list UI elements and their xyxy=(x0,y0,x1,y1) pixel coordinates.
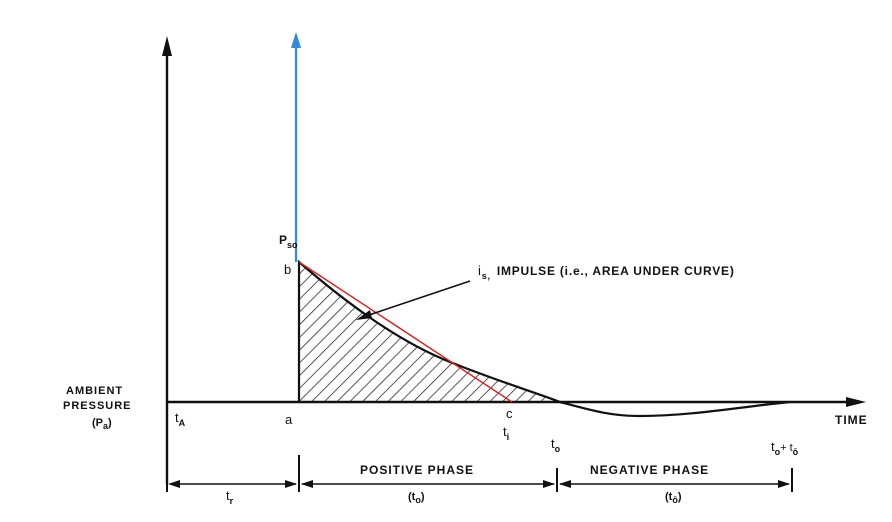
pressure-curve xyxy=(297,259,791,418)
t-r-main: t xyxy=(226,488,230,503)
label-t-i: ti xyxy=(503,424,509,442)
pressure-axis-arrowhead xyxy=(162,36,172,56)
to-plus-sub: o xyxy=(775,447,781,457)
rise-time-arrow-right xyxy=(285,480,297,488)
label-point-c: c xyxy=(506,406,513,421)
positive-phase-arrow-right xyxy=(543,480,555,488)
ambient-pa-close: ) xyxy=(108,417,112,429)
label-point-a: a xyxy=(285,412,293,427)
t-r-sub: r xyxy=(230,496,234,506)
impulse-text: IMPULSE (i.e., AREA UNDER CURVE) xyxy=(497,264,735,278)
t-i-main: t xyxy=(503,424,507,439)
impulse-i: i xyxy=(478,263,482,278)
label-to-plus-to-neg: to+ tō xyxy=(771,439,799,457)
label-t-a: tA xyxy=(175,410,186,428)
positive-phase-duration: (to) xyxy=(408,491,425,505)
ambient-pa-sub: a xyxy=(103,421,109,431)
label-t-r: tr xyxy=(226,488,234,506)
t-o-sub: o xyxy=(555,444,561,454)
to-plus-plus: + t xyxy=(780,442,793,454)
to-plus-main: t xyxy=(771,439,775,454)
negative-phase-arrow-right xyxy=(778,480,790,488)
time-axis-label: TIME xyxy=(835,413,868,427)
impulse-sub: s, xyxy=(482,271,491,281)
label-point-b: b xyxy=(284,262,291,277)
negative-phase-sub: ō xyxy=(672,495,678,505)
negative-phase-arrow-left xyxy=(559,480,571,488)
linear-approximation-line xyxy=(298,261,513,403)
ambient-label-pa: (Pa) xyxy=(92,417,112,431)
impulse-leader-line xyxy=(359,280,471,319)
ambient-label-line2: PRESSURE xyxy=(63,400,132,412)
impulse-leader-arrowhead xyxy=(356,310,372,320)
t-i-sub: i xyxy=(507,432,510,442)
ambient-label-line1: AMBIENT xyxy=(66,385,123,397)
t-a-main: t xyxy=(175,410,179,425)
time-axis-arrowhead xyxy=(846,397,866,407)
to-plus-sub2: ō xyxy=(793,447,799,457)
positive-phase-arrow-left xyxy=(301,480,313,488)
positive-phase-area xyxy=(299,262,560,402)
t-o-main: t xyxy=(551,436,555,451)
label-pso: Pso xyxy=(279,233,298,250)
t-a-sub: A xyxy=(179,418,186,428)
ambient-pa-open: (P xyxy=(92,417,103,429)
arrival-spike-arrowhead xyxy=(291,32,301,48)
rise-time-arrow-left xyxy=(168,480,180,488)
positive-phase-open: (t xyxy=(408,491,416,503)
negative-phase-close: ) xyxy=(678,491,682,503)
positive-phase-sub: o xyxy=(415,495,421,505)
negative-phase-duration: (tō) xyxy=(665,491,682,505)
negative-phase-open: (t xyxy=(665,491,673,503)
positive-phase-label: POSITIVE PHASE xyxy=(360,463,474,477)
negative-phase-label: NEGATIVE PHASE xyxy=(590,463,709,477)
pso-main: P xyxy=(279,233,287,247)
positive-phase-close: ) xyxy=(421,491,425,503)
pso-sub: so xyxy=(287,240,298,250)
label-t-o: to xyxy=(551,436,561,454)
impulse-label: is, IMPULSE (i.e., AREA UNDER CURVE) xyxy=(478,263,735,281)
